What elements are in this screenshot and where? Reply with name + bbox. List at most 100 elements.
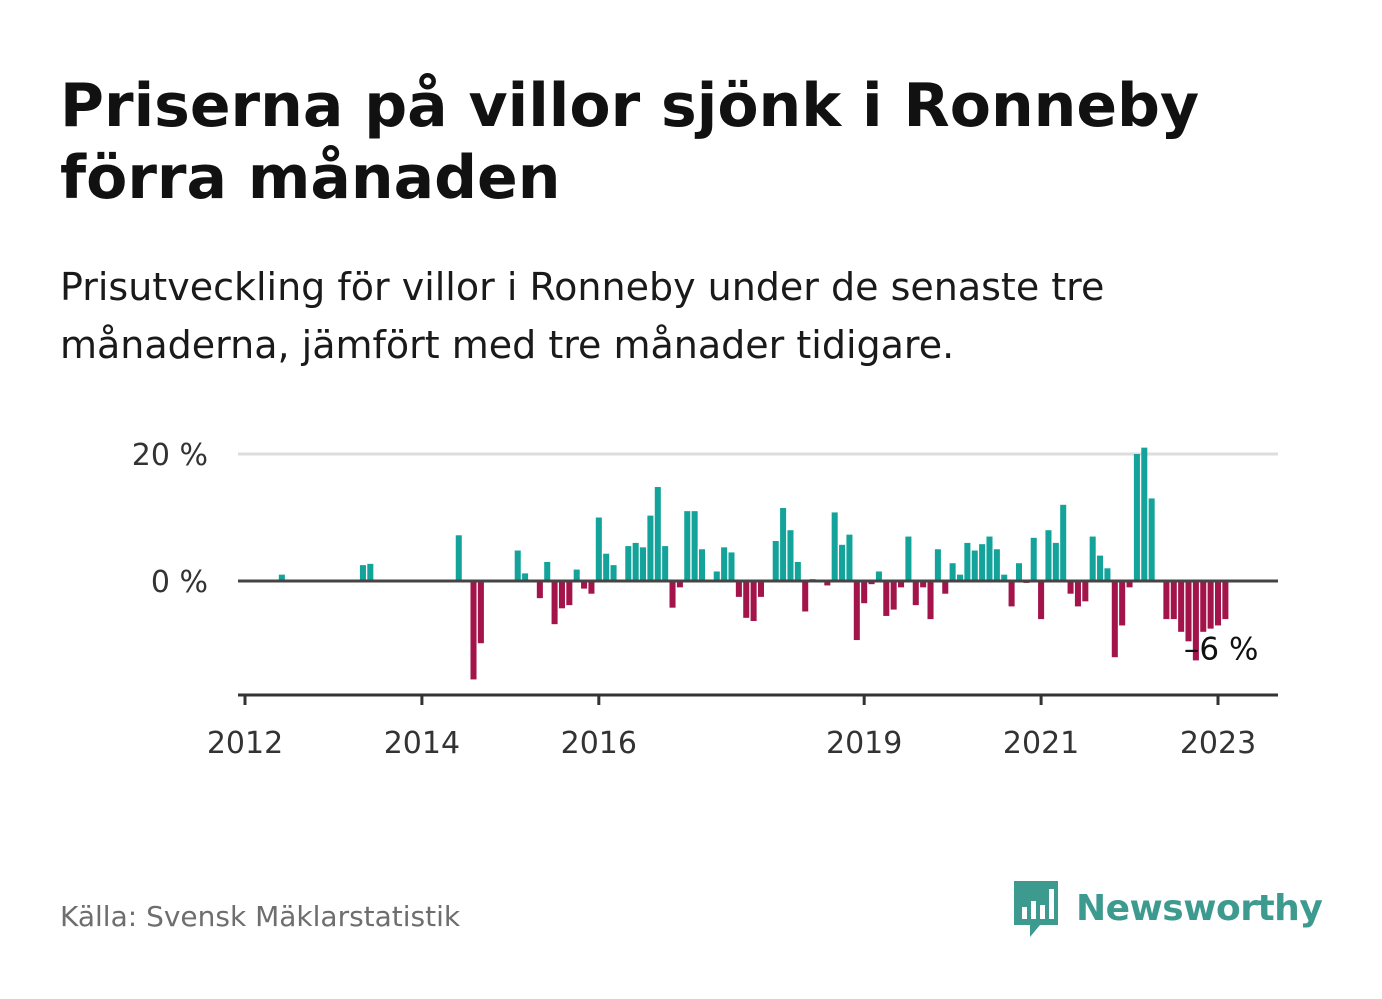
- bar: [824, 581, 831, 586]
- bar: [603, 553, 610, 581]
- bar: [595, 517, 602, 581]
- bar: [691, 511, 698, 581]
- bar: [735, 581, 742, 597]
- bar: [1141, 447, 1148, 581]
- bar: [632, 542, 639, 581]
- bar: [1074, 581, 1081, 607]
- bar: [1111, 581, 1118, 658]
- bar: [1097, 555, 1104, 581]
- bar: [1133, 454, 1140, 581]
- bar: [278, 574, 285, 581]
- bar: [1001, 574, 1008, 581]
- bar: [544, 561, 551, 581]
- bar: [780, 507, 787, 581]
- brand-name: Newsworthy: [1076, 887, 1323, 929]
- chart-subtitle: Prisutveckling för villor i Ronneby unde…: [60, 265, 1105, 367]
- bar: [1104, 568, 1111, 581]
- bar: [1185, 581, 1192, 642]
- bar: [654, 487, 661, 581]
- bar: [1163, 581, 1170, 620]
- bar: [721, 547, 728, 581]
- bar: [676, 581, 683, 588]
- brand-logo: Newsworthy: [1010, 876, 1323, 940]
- bar: [698, 549, 706, 581]
- bar: [477, 581, 484, 644]
- bar: [669, 581, 676, 608]
- bar: [1045, 530, 1052, 581]
- bar: [942, 581, 949, 594]
- bar: [802, 581, 809, 612]
- bar-chart: 20 % 0 % 2012 2014 2016 2019 2021 2023 –6 %: [132, 438, 1278, 761]
- bar: [1214, 581, 1222, 626]
- bar: [1030, 537, 1037, 581]
- bar: [470, 581, 477, 680]
- bar: [846, 534, 853, 581]
- bar: [979, 544, 986, 581]
- bar: [920, 581, 927, 588]
- bar: [573, 569, 580, 581]
- y-tick-label: 0 %: [151, 565, 208, 600]
- bar: [359, 565, 366, 582]
- bar: [1060, 504, 1067, 581]
- bar: [1067, 581, 1074, 594]
- bar: [743, 581, 750, 618]
- bar: [883, 581, 890, 616]
- newsworthy-logo-icon: [1014, 881, 1058, 937]
- bar: [956, 574, 964, 581]
- bar: [1008, 581, 1015, 607]
- bar: [794, 561, 801, 581]
- x-tick-label: 2019: [826, 726, 902, 761]
- bar: [1170, 581, 1177, 620]
- bar: [551, 581, 558, 625]
- bar: [905, 536, 912, 581]
- bar: [558, 581, 565, 609]
- bar: [662, 546, 669, 581]
- bar: [610, 565, 617, 582]
- bar: [625, 546, 632, 581]
- bar: [831, 512, 838, 581]
- bar: [640, 547, 647, 581]
- bar: [750, 581, 757, 621]
- bar: [949, 563, 956, 581]
- bar: [861, 581, 868, 604]
- x-tick-label: 2021: [1003, 726, 1079, 761]
- bar: [890, 581, 897, 610]
- x-tick-label: 2012: [207, 726, 283, 761]
- bar: [566, 581, 573, 606]
- bar: [728, 552, 735, 581]
- bar: [1082, 581, 1089, 602]
- bar: [588, 581, 595, 594]
- bar: [964, 542, 971, 581]
- bar: [1192, 581, 1199, 661]
- bar: [986, 536, 993, 581]
- bar: [1119, 581, 1126, 626]
- bar: [1015, 563, 1022, 581]
- bar: [993, 549, 1000, 581]
- bar: [1126, 581, 1133, 588]
- bar: [772, 541, 779, 581]
- y-tick-label: 20 %: [132, 438, 208, 473]
- bar: [1207, 581, 1214, 629]
- bar: [839, 544, 846, 581]
- bar: [934, 549, 941, 581]
- bar: [522, 573, 529, 581]
- bar: [875, 571, 882, 581]
- bar: [713, 571, 720, 581]
- bar: [1089, 536, 1096, 581]
- bar: [1038, 581, 1045, 620]
- x-tick-label: 2023: [1180, 726, 1256, 761]
- bar: [1148, 498, 1155, 581]
- bar: [581, 581, 588, 589]
- bar: [912, 581, 919, 606]
- bar: [684, 511, 691, 581]
- bar: [1200, 581, 1207, 632]
- bar: [971, 550, 978, 581]
- bar: [898, 581, 905, 588]
- bar: [1222, 581, 1229, 620]
- chart-title: Priserna på villor sjönk i Ronneby förra…: [60, 71, 1200, 213]
- bar: [514, 550, 521, 581]
- bar: [1052, 542, 1059, 581]
- x-tick-label: 2016: [561, 726, 637, 761]
- bar: [455, 535, 462, 581]
- source-note: Källa: Svensk Mäklarstatistik: [60, 900, 461, 933]
